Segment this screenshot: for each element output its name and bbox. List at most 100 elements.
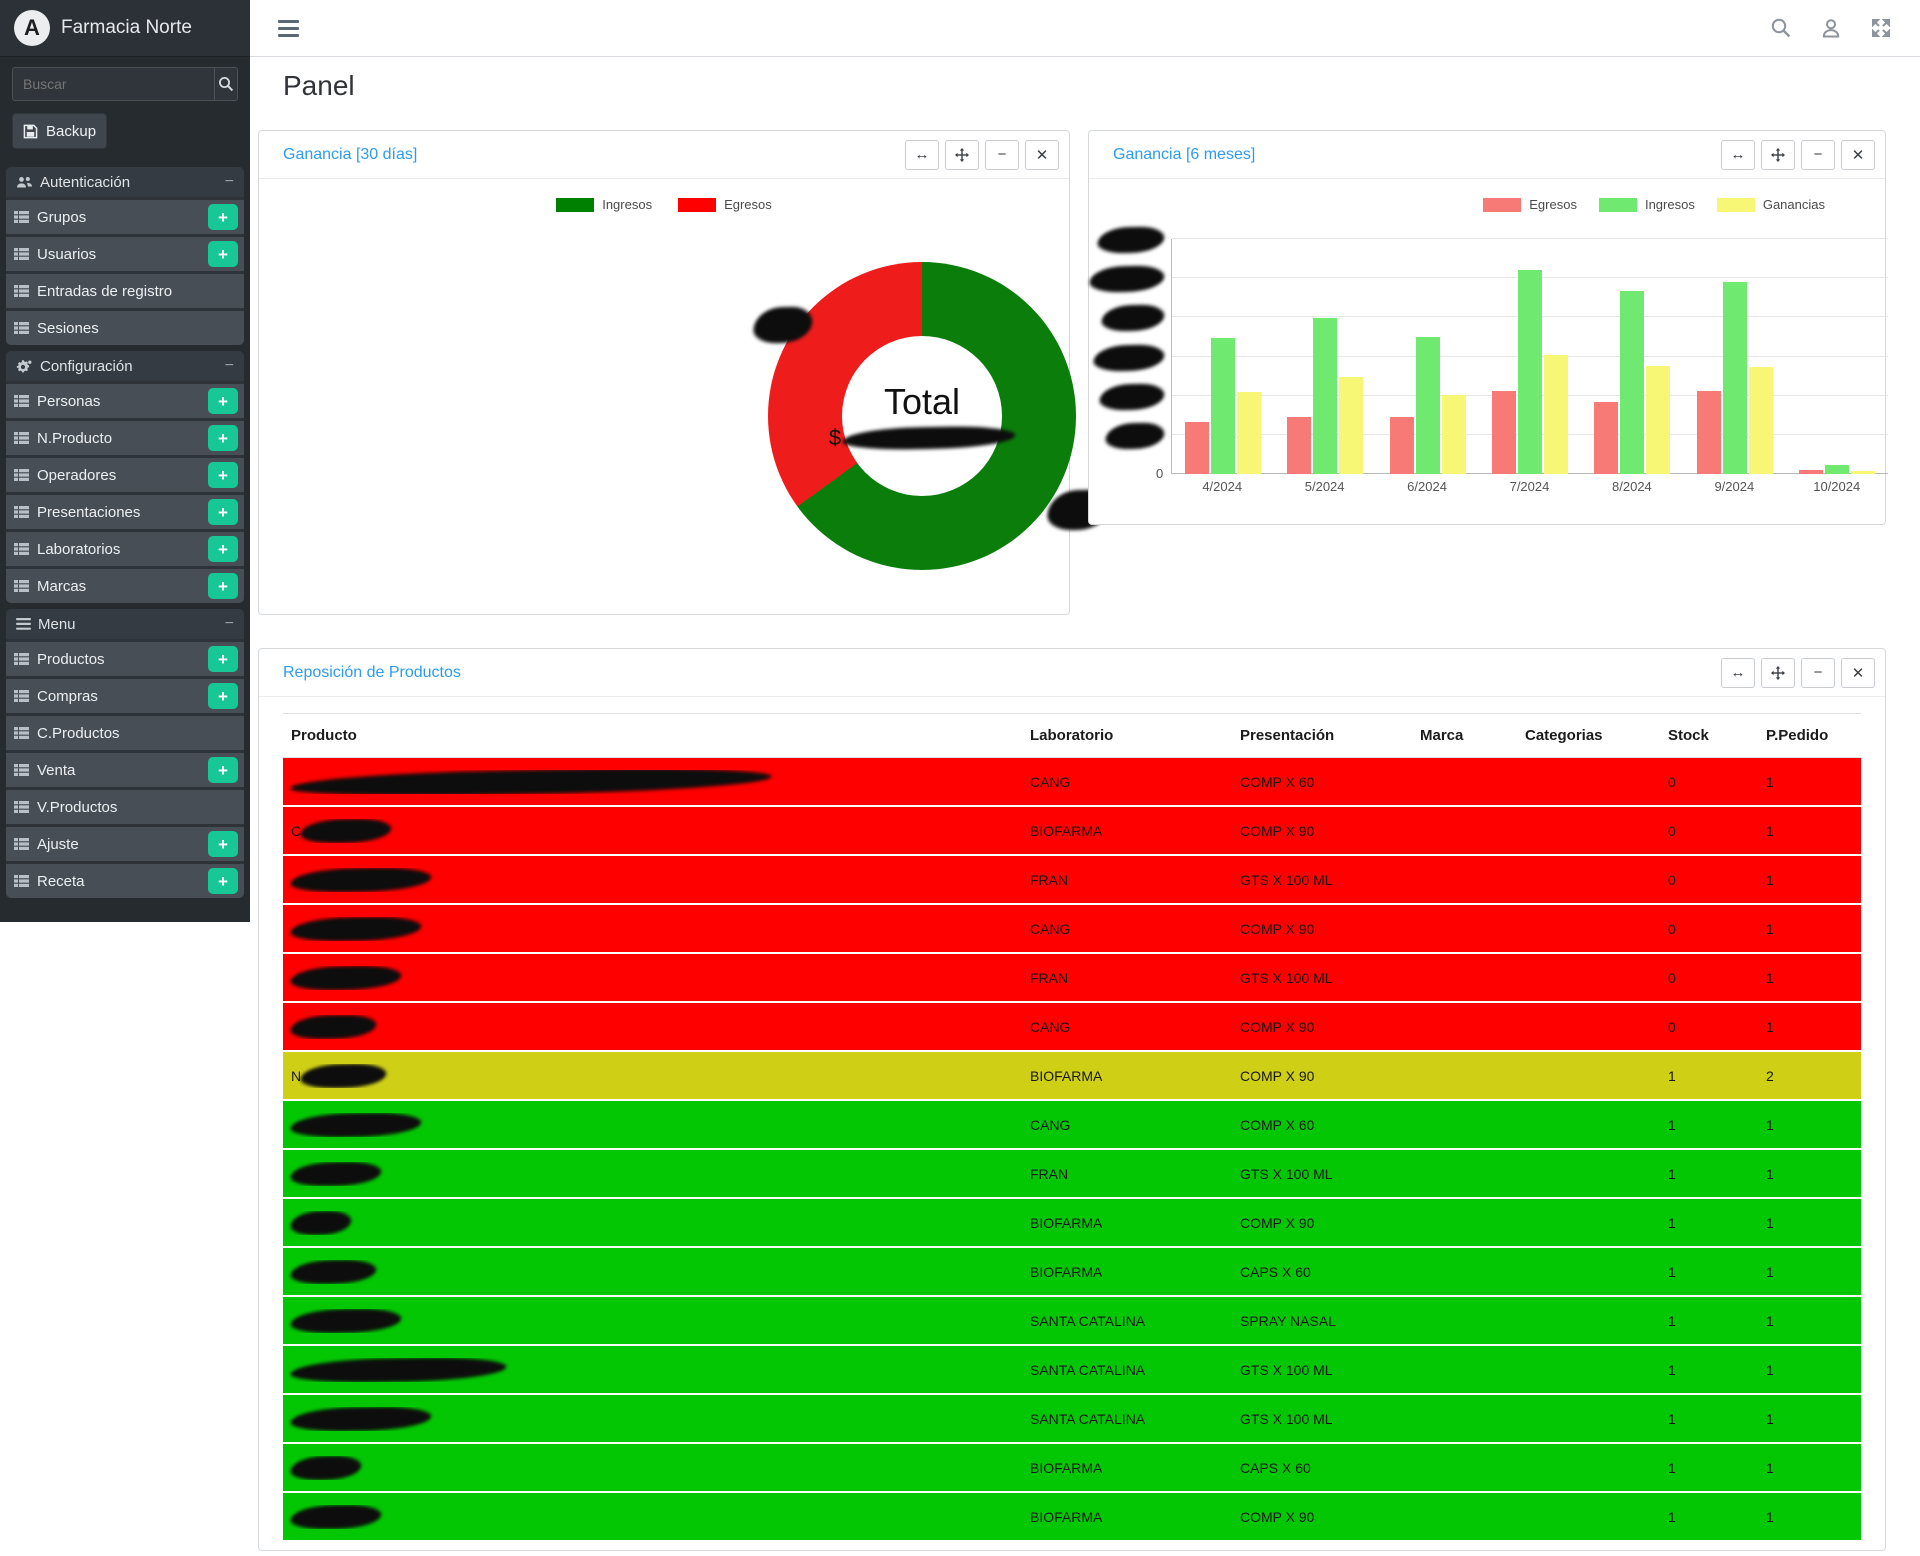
sidebar-search-button[interactable] — [214, 67, 238, 101]
add-button[interactable]: + — [208, 499, 238, 525]
add-button[interactable]: + — [208, 646, 238, 672]
user-icon[interactable] — [1820, 17, 1842, 39]
move-button[interactable] — [1761, 657, 1795, 688]
legend-entry-egresos: Egresos — [1483, 197, 1577, 212]
collapse-button[interactable]: − — [985, 139, 1019, 170]
cell-laboratorio: BIOFARMA — [1030, 1263, 1103, 1280]
add-button[interactable]: + — [208, 425, 238, 451]
cell-producto — [283, 1504, 1022, 1529]
close-button[interactable]: ✕ — [1841, 657, 1875, 688]
sidebar-item-n-producto[interactable]: N.Producto + — [6, 421, 244, 455]
sidebar-section-header[interactable]: Configuración − — [6, 351, 244, 381]
add-button[interactable]: + — [208, 204, 238, 230]
add-button[interactable]: + — [208, 536, 238, 562]
sidebar-item-venta[interactable]: Venta + — [6, 753, 244, 787]
cell-stock: 1 — [1668, 1508, 1676, 1525]
panel-title-link[interactable]: Reposición de Productos — [283, 663, 461, 681]
cell-presentacion: COMP X 90 — [1240, 1018, 1315, 1035]
column-header-p-pedido: P.Pedido — [1766, 727, 1829, 744]
add-button[interactable]: + — [208, 241, 238, 267]
sidebar-item-compras[interactable]: Compras + — [6, 679, 244, 713]
table-row: CANG COMP X 90 0 1 — [283, 1003, 1861, 1052]
add-button[interactable]: + — [208, 831, 238, 857]
sidebar-item-marcas[interactable]: Marcas + — [6, 569, 244, 603]
sidebar-item-v-productos[interactable]: V.Productos — [6, 790, 244, 824]
fullscreen-icon[interactable] — [1870, 17, 1892, 39]
sidebar-item-productos[interactable]: Productos + — [6, 642, 244, 676]
section-label: Configuración — [40, 357, 133, 375]
collapse-section-icon[interactable]: − — [224, 173, 234, 190]
bar-ingresos-9/2024 — [1722, 282, 1747, 474]
sidebar-toggle-icon[interactable] — [278, 19, 299, 37]
cell-producto — [283, 1308, 1022, 1333]
expand-horizontal-button[interactable]: ↔ — [905, 139, 939, 170]
panel-title-link[interactable]: Ganancia [30 días] — [283, 145, 418, 163]
collapse-button[interactable]: − — [1801, 139, 1835, 170]
sidebar-search-input[interactable] — [12, 67, 214, 101]
bar-chart: 0 — [1088, 226, 1888, 481]
column-header-categorias: Categorias — [1525, 727, 1603, 744]
cell-producto — [283, 1455, 1022, 1480]
sidebar-item-grupos[interactable]: Grupos + — [6, 200, 244, 234]
cell-laboratorio: FRAN — [1030, 969, 1069, 986]
legend-swatch-egresos — [678, 197, 717, 212]
sidebar-item-personas[interactable]: Personas + — [6, 384, 244, 418]
add-button[interactable]: + — [208, 683, 238, 709]
close-button[interactable]: ✕ — [1841, 139, 1875, 170]
bar-ganancias-7/2024 — [1543, 354, 1568, 474]
list-icon — [14, 580, 29, 592]
sidebar-item-operadores[interactable]: Operadores + — [6, 458, 244, 492]
legend-entry-ingresos: Ingresos — [1598, 197, 1695, 212]
collapse-section-icon[interactable]: − — [224, 615, 234, 632]
add-button[interactable]: + — [208, 462, 238, 488]
expand-horizontal-button[interactable]: ↔ — [1721, 657, 1755, 688]
collapse-button[interactable]: − — [1801, 657, 1835, 688]
panel-title-link[interactable]: Ganancia [6 meses] — [1113, 145, 1256, 163]
add-button[interactable]: + — [208, 868, 238, 894]
list-icon — [14, 322, 29, 334]
sidebar-item-presentaciones[interactable]: Presentaciones + — [6, 495, 244, 529]
collapse-section-icon[interactable]: − — [224, 357, 234, 374]
sidebar-item-laboratorios[interactable]: Laboratorios + — [6, 532, 244, 566]
sidebar-item-ajuste[interactable]: Ajuste + — [6, 827, 244, 861]
sidebar-item-usuarios[interactable]: Usuarios + — [6, 237, 244, 271]
cell-pedido: 1 — [1766, 822, 1774, 839]
bar-legend: Egresos Ingresos Ganancias — [1089, 197, 1885, 212]
cell-presentacion: COMP X 60 — [1240, 1116, 1315, 1133]
bar-group-5/2024 — [1274, 239, 1376, 474]
sidebar-item-receta[interactable]: Receta + — [6, 864, 244, 898]
cell-presentacion: CAPS X 60 — [1240, 1263, 1311, 1280]
cell-producto — [283, 1259, 1022, 1284]
navbar-search-icon[interactable] — [1770, 17, 1792, 39]
sidebar-section-header[interactable]: Autenticación − — [6, 167, 244, 197]
list-icon — [14, 838, 29, 850]
expand-horizontal-button[interactable]: ↔ — [1721, 139, 1755, 170]
cell-stock: 1 — [1668, 1263, 1676, 1280]
backup-button[interactable]: Backup — [12, 113, 108, 149]
sidebar-section-header[interactable]: Menu − — [6, 609, 244, 639]
redacted-y-axis-label — [1088, 265, 1166, 293]
close-button[interactable]: ✕ — [1025, 139, 1059, 170]
move-button[interactable] — [1761, 139, 1795, 170]
move-button[interactable] — [945, 139, 979, 170]
bar-ganancias-6/2024 — [1441, 394, 1466, 474]
currency-prefix: $ — [828, 425, 842, 450]
legend-swatch — [1716, 197, 1755, 212]
x-axis-label: 9/2024 — [1714, 479, 1755, 494]
sidebar-item-sesiones[interactable]: Sesiones — [6, 311, 244, 345]
cell-pedido: 1 — [1766, 1018, 1774, 1035]
list-icon — [14, 801, 29, 813]
cell-laboratorio: CANG — [1030, 773, 1071, 790]
table-row: FRAN GTS X 100 ML 1 1 — [283, 1150, 1861, 1199]
redacted-y-axis-label — [1100, 304, 1166, 332]
bar-ingresos-10/2024 — [1824, 464, 1849, 474]
add-button[interactable]: + — [208, 573, 238, 599]
bar-ganancias-9/2024 — [1748, 366, 1773, 474]
add-button[interactable]: + — [208, 388, 238, 414]
sidebar-item-c-productos[interactable]: C.Productos — [6, 716, 244, 750]
sidebar-item-entradas-de-registro[interactable]: Entradas de registro — [6, 274, 244, 308]
sidebar-item-label: Laboratorios — [37, 540, 121, 558]
y-axis-zero-label: 0 — [1156, 466, 1164, 481]
add-button[interactable]: + — [208, 757, 238, 783]
redacted-y-axis-label — [1092, 343, 1166, 372]
